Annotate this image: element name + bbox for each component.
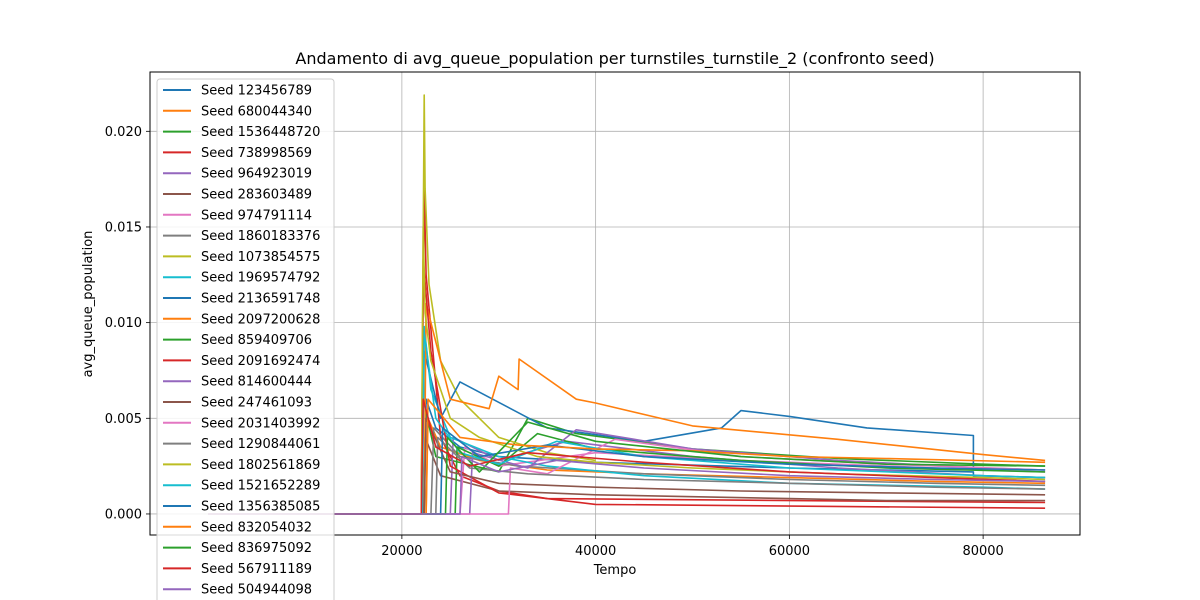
legend-label: Seed 2097200628 — [201, 312, 320, 327]
y-tick-label: 0.020 — [105, 125, 142, 140]
legend-label: Seed 2091692474 — [201, 354, 320, 369]
x-axis-label: Tempo — [593, 563, 637, 578]
legend-label: Seed 1860183376 — [201, 229, 320, 244]
chart-title: Andamento di avg_queue_population per tu… — [295, 49, 934, 69]
legend-label: Seed 859409706 — [201, 333, 312, 348]
legend-label: Seed 283603489 — [201, 188, 312, 203]
y-tick-label: 0.010 — [105, 316, 142, 331]
legend-label: Seed 247461093 — [201, 396, 312, 411]
legend-label: Seed 2136591748 — [201, 292, 320, 307]
legend-label: Seed 832054032 — [201, 520, 312, 535]
series-line — [208, 398, 1046, 515]
series-line — [208, 427, 1046, 515]
x-tick-label: 80000 — [962, 544, 1003, 559]
legend-label: Seed 1521652289 — [201, 479, 320, 494]
series-line — [208, 302, 1046, 515]
legend-box — [156, 78, 335, 600]
legend-label: Seed 567911189 — [201, 562, 312, 577]
legend-label: Seed 1073854575 — [201, 250, 320, 265]
legend: Seed 123456789 Seed 680044340 Seed 1536448… — [156, 78, 335, 600]
legend-label: Seed 680044340 — [201, 104, 312, 119]
legend-label: Seed 2031403992 — [201, 416, 320, 431]
legend-label: Seed 123456789 — [201, 84, 312, 99]
x-tick-label: 60000 — [769, 544, 810, 559]
legend-label: Seed 964923019 — [201, 167, 312, 182]
x-tick-label: 40000 — [575, 544, 616, 559]
y-axis-label: avg_queue_population — [81, 231, 96, 378]
series-line — [208, 417, 1046, 515]
series-line — [208, 421, 1046, 515]
legend-label: Seed 1356385085 — [201, 500, 320, 515]
legend-label: Seed 738998569 — [201, 146, 312, 161]
axes-frame — [149, 71, 1081, 536]
legend-label: Seed 1802561869 — [201, 458, 320, 473]
legend-label: Seed 1290844061 — [201, 437, 320, 452]
series-line — [208, 398, 1046, 515]
plot-area — [208, 94, 1046, 515]
series-line — [208, 331, 1046, 515]
y-tick-label: 0.005 — [105, 412, 142, 427]
y-tick-label: 0.000 — [105, 507, 142, 522]
legend-label: Seed 836975092 — [201, 541, 312, 556]
legend-label: Seed 1969574792 — [201, 271, 320, 286]
y-tick-label: 0.015 — [105, 220, 142, 235]
legend-label: Seed 504944098 — [201, 583, 312, 598]
series-line — [208, 436, 1046, 515]
legend-label: Seed 974791114 — [201, 208, 312, 223]
x-tick-label: 20000 — [381, 544, 422, 559]
legend-label: Seed 814600444 — [201, 375, 312, 390]
legend-label: Seed 1536448720 — [201, 125, 320, 140]
series-line — [208, 455, 1046, 515]
axis-ticks: 20000 40000 60000 80000 0.000 0.005 0.010 0.015… — [105, 125, 1004, 559]
